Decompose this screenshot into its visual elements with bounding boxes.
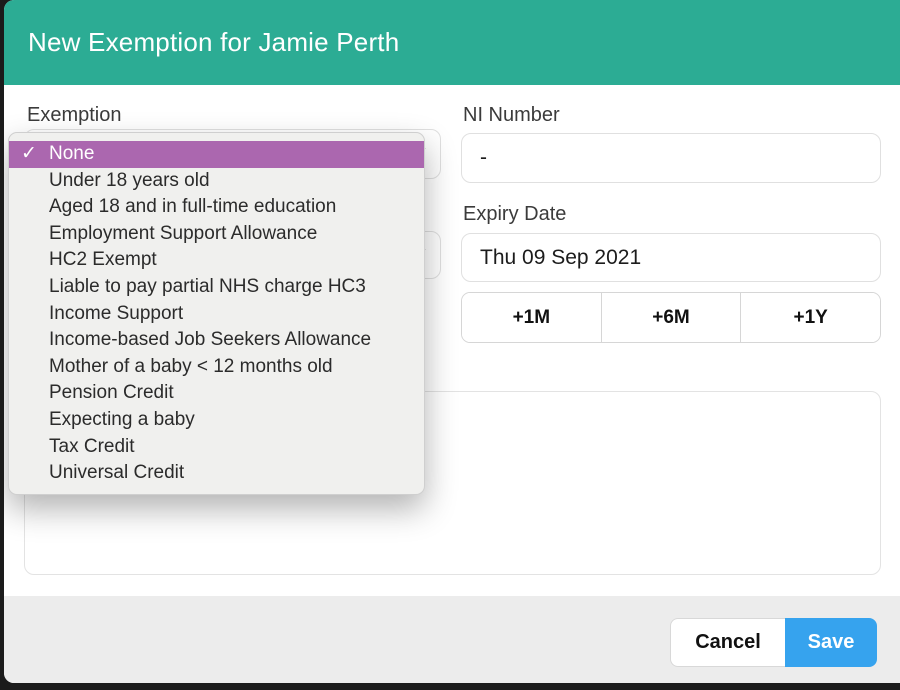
dropdown-option[interactable]: Income-based Job Seekers Allowance — [49, 329, 372, 351]
modal-title: New Exemption for Jamie Perth — [28, 27, 400, 57]
plus-1m-button[interactable]: +1M — [462, 293, 601, 342]
checkmark-icon: ✓ — [21, 143, 37, 164]
modal-footer: Cancel Save — [4, 596, 900, 683]
cancel-button[interactable]: Cancel — [670, 618, 785, 667]
dropdown-option[interactable]: Under 18 years old — [49, 169, 210, 191]
dropdown-option-label: None — [49, 143, 95, 164]
dropdown-option[interactable]: HC2 Exempt — [49, 249, 157, 271]
dropdown-option[interactable]: Universal Credit — [49, 462, 185, 484]
footer-buttons: Cancel Save — [670, 618, 877, 667]
expiry-date-label: Expiry Date — [463, 203, 567, 225]
dropdown-option[interactable]: Pension Credit — [49, 382, 174, 404]
plus-1y-button[interactable]: +1Y — [740, 293, 880, 342]
dropdown-option[interactable]: Tax Credit — [49, 435, 135, 457]
dropdown-option[interactable]: Mother of a baby < 12 months old — [49, 355, 333, 377]
dropdown-option[interactable]: Employment Support Allowance — [49, 222, 318, 244]
dropdown-option[interactable]: Income Support — [49, 302, 184, 324]
expiry-shortcut-group: +1M +6M +1Y — [461, 292, 881, 343]
plus-6m-button[interactable]: +6M — [600, 293, 741, 342]
new-exemption-modal: New Exemption for Jamie Perth Exemption … — [4, 0, 900, 683]
exemption-label: Exemption — [27, 104, 122, 126]
dropdown-option[interactable]: Expecting a baby — [49, 408, 195, 430]
dropdown-option[interactable]: Aged 18 and in full-time education — [49, 196, 337, 218]
ni-number-input[interactable] — [461, 133, 881, 183]
ni-number-label: NI Number — [463, 104, 560, 126]
expiry-date-input[interactable] — [461, 233, 881, 282]
exemption-dropdown: ✓ None Under 18 years old Aged 18 and in… — [8, 132, 425, 495]
modal-header: New Exemption for Jamie Perth — [4, 0, 900, 85]
dropdown-option-selected[interactable]: ✓ None — [9, 141, 424, 168]
save-button[interactable]: Save — [785, 618, 877, 667]
dropdown-option[interactable]: Liable to pay partial NHS charge HC3 — [49, 275, 366, 297]
